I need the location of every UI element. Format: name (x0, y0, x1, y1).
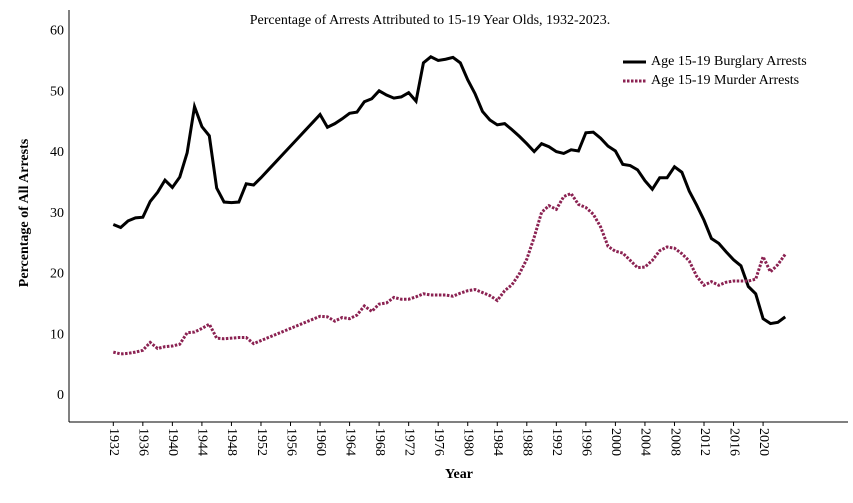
x-tick-label: 1956 (283, 428, 298, 456)
x-tick-label: 1952 (254, 428, 269, 456)
x-tick-label: 2020 (756, 428, 771, 456)
series-line (112, 55, 787, 326)
legend-label: Age 15-19 Burglary Arrests (651, 54, 807, 69)
y-tick-label: 0 (57, 388, 64, 403)
x-tick-label: 1964 (342, 428, 357, 456)
x-tick-label: 1992 (549, 428, 564, 456)
y-tick-label: 40 (50, 145, 64, 160)
x-tick-label: 2016 (726, 428, 741, 456)
x-tick-label: 1984 (490, 428, 505, 456)
x-tick-label: 1932 (106, 428, 121, 456)
y-tick-label: 50 (50, 84, 64, 99)
chart-title: Percentage of Arrests Attributed to 15-1… (250, 13, 610, 28)
x-tick-label: 2004 (638, 428, 653, 456)
y-tick-label: 10 (50, 327, 64, 342)
x-tick-label: 1940 (165, 428, 180, 456)
x-tick-label: 2000 (608, 428, 623, 456)
y-tick-label: 20 (50, 267, 64, 282)
x-tick-label: 1960 (313, 428, 328, 456)
x-tick-label: 2012 (697, 428, 712, 456)
x-tick-label: 1948 (224, 428, 239, 456)
x-tick-label: 1996 (579, 428, 594, 456)
y-axis-label: Percentage of All Arrests (17, 138, 32, 287)
y-tick-label: 60 (50, 23, 64, 38)
x-tick-label: 1980 (461, 428, 476, 456)
x-tick-label: 1972 (401, 428, 416, 456)
series-line (112, 191, 787, 356)
x-tick-label: 1936 (136, 428, 151, 456)
x-tick-label: 1976 (431, 428, 446, 456)
legend-label: Age 15-19 Murder Arrests (651, 73, 799, 88)
x-axis-label: Year (445, 467, 473, 482)
x-tick-label: 1968 (372, 428, 387, 456)
x-tick-label: 1988 (520, 428, 535, 456)
x-tick-label: 1944 (195, 428, 210, 456)
x-tick-label: 2008 (667, 428, 682, 456)
y-tick-label: 30 (50, 206, 64, 221)
